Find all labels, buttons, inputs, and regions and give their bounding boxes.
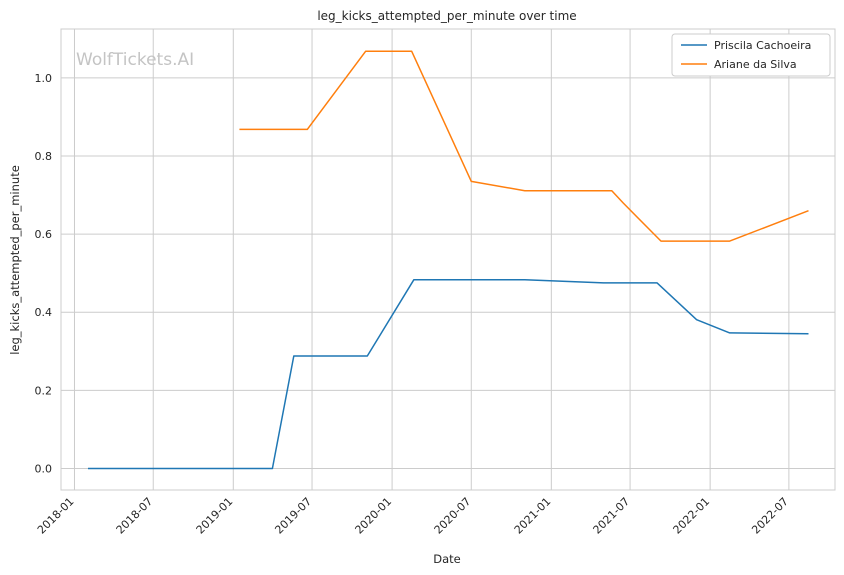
- legend-box: [671, 33, 831, 77]
- series-line-1: [239, 50, 809, 242]
- y-tick-label: 0.0: [35, 463, 53, 476]
- y-tick-label: 0.6: [35, 228, 53, 241]
- x-axis-title: Date: [433, 552, 461, 566]
- plot-area: [60, 28, 836, 491]
- chart-title: leg_kicks_attempted_per_minute over time: [317, 9, 576, 23]
- y-axis-ticks: 0.0 0.2 0.4 0.6 0.8 1.0: [35, 72, 53, 476]
- watermark: WolfTickets.AI: [76, 50, 194, 70]
- y-tick-label: 0.8: [35, 150, 53, 163]
- legend: Priscila Cachoeira Ariane da Silva: [671, 33, 831, 77]
- series-line-0: [88, 279, 809, 470]
- legend-label-priscila: Priscila Cachoeira: [714, 39, 811, 52]
- legend-label-ariane: Ariane da Silva: [714, 58, 797, 71]
- y-tick-label: 0.4: [35, 306, 53, 319]
- grid: [61, 29, 835, 490]
- series-lines: [88, 50, 809, 470]
- y-tick-label: 1.0: [35, 72, 53, 85]
- y-tick-label: 0.2: [35, 384, 53, 397]
- y-axis-title: leg_kicks_attempted_per_minute: [8, 165, 22, 355]
